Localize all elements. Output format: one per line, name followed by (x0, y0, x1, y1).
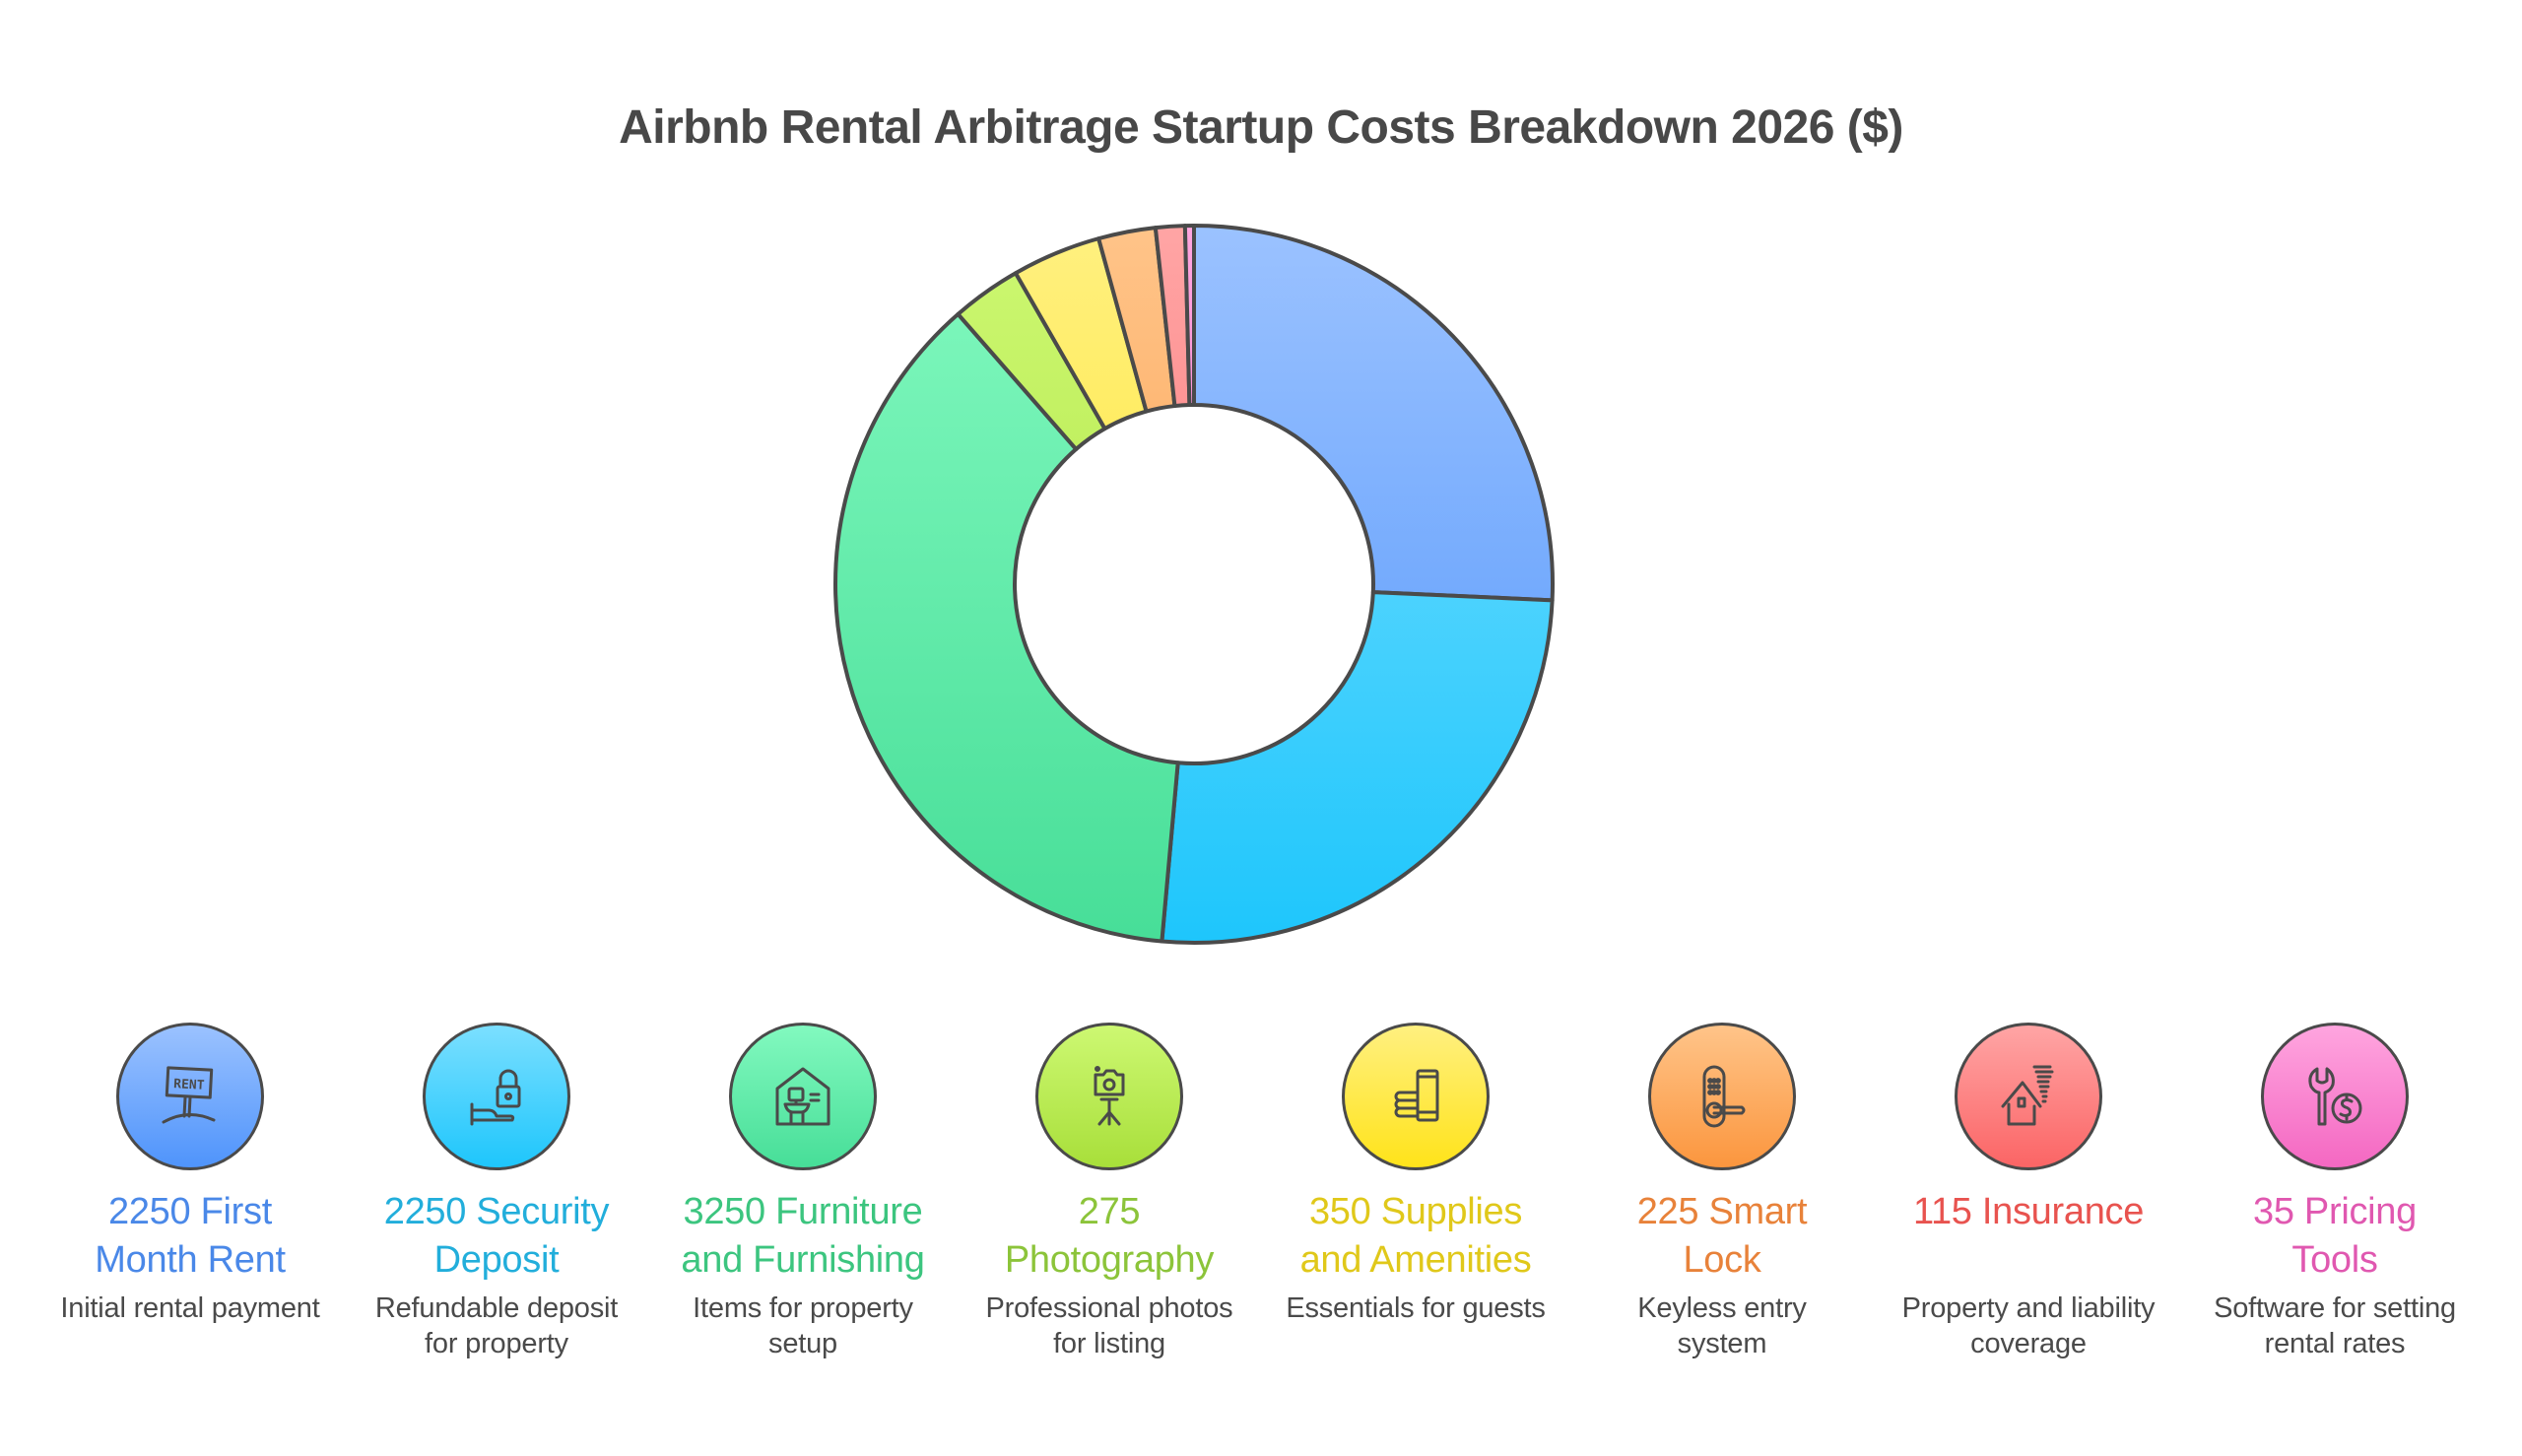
donut-slice-first-month-rent (1192, 224, 1555, 603)
legend-item-insurance: 115 Insurance Property and liability cov… (1881, 1023, 2176, 1361)
legend-item-pricing-tools: 35 Pricing Tools Software for setting re… (2187, 1023, 2483, 1361)
rent-sign-icon: RENT (162, 1066, 216, 1124)
legend-description: Items for property setup (693, 1292, 913, 1359)
legend-icon-circle (423, 1023, 570, 1170)
legend-item-first-month-rent: RENT 2250 First Month Rent Initial renta… (42, 1023, 338, 1326)
legend-description: Initial rental payment (60, 1292, 320, 1324)
legend-icon-circle (729, 1023, 877, 1170)
wrench-dollar-icon (2308, 1067, 2362, 1126)
legend-icon-circle (1955, 1023, 2102, 1170)
house-insurance-icon (2001, 1065, 2054, 1126)
house-furniture-icon (775, 1067, 830, 1126)
legend-label: 3250 Furniture and Furnishing (681, 1191, 925, 1281)
legend-label: 2250 Security Deposit (383, 1191, 610, 1281)
legend-item-photography: 275 Photography Professional photos for … (962, 1023, 1257, 1361)
legend-icon-circle (2261, 1023, 2409, 1170)
legend-description: Property and liability coverage (1901, 1292, 2156, 1359)
smart-lock-icon (1702, 1065, 1746, 1128)
legend-icon-circle (1342, 1023, 1490, 1170)
legend-description: Software for setting rental rates (2214, 1292, 2456, 1359)
legend-icon-circle (1648, 1023, 1796, 1170)
legend-icon-circle: RENT (116, 1023, 264, 1170)
legend-icon-circle (1035, 1023, 1183, 1170)
legend-item-security-deposit: 2250 Security Deposit Refundable deposit… (349, 1023, 644, 1361)
legend-label: 35 Pricing Tools (2253, 1191, 2417, 1281)
hand-lock-icon (470, 1069, 521, 1126)
legend-item-furniture: 3250 Furniture and Furnishing Items for … (655, 1023, 951, 1361)
legend-label: 115 Insurance (1912, 1191, 2145, 1232)
legend-item-supplies: 350 Supplies and Amenities Essentials fo… (1268, 1023, 1563, 1326)
legend-description: Essentials for guests (1286, 1292, 1546, 1324)
legend-label: 275 Photography (1004, 1191, 1215, 1281)
legend-description: Professional photos for listing (985, 1292, 1233, 1359)
legend-item-smart-lock: 225 Smart Lock Keyless entry system (1574, 1023, 1870, 1361)
supplies-stack-icon (1394, 1069, 1439, 1122)
donut-slice-security-deposit (1160, 590, 1555, 945)
legend-label: 350 Supplies and Amenities (1299, 1191, 1532, 1281)
donut-slice-furniture-and-furnishing (833, 311, 1180, 944)
legend: RENT 2250 First Month Rent Initial renta… (0, 1023, 2522, 1397)
svg-text:RENT: RENT (173, 1077, 205, 1093)
legend-description: Keyless entry system (1637, 1292, 1807, 1359)
legend-label: 225 Smart Lock (1636, 1191, 1808, 1281)
legend-description: Refundable deposit for property (374, 1292, 619, 1359)
donut-slice-pricing-tools (1182, 224, 1196, 408)
donut-chart-svg (833, 224, 1555, 945)
legend-label: 2250 First Month Rent (95, 1191, 286, 1281)
camera-tripod-icon (1094, 1066, 1125, 1126)
donut-chart (818, 207, 1576, 965)
chart-title: Airbnb Rental Arbitrage Startup Costs Br… (619, 101, 1903, 154)
